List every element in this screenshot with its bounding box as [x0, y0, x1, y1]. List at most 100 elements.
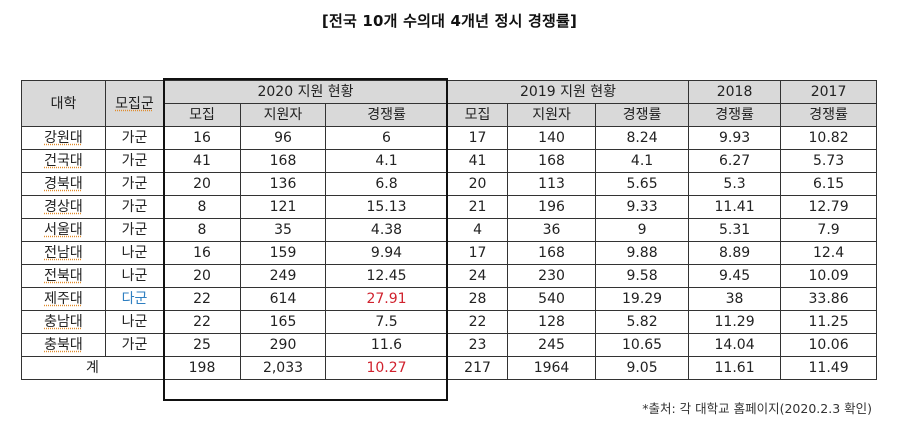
applicants-2019-cell: 128 — [507, 310, 597, 334]
ratio-2018-cell: 11.29 — [688, 310, 782, 334]
table-row: 충남대 나군 22 165 7.5 22 128 5.82 11.29 11.25 — [21, 310, 878, 334]
group-cell: 나군 — [105, 310, 164, 334]
ratio-2020-cell: 4.1 — [324, 149, 449, 173]
header-ratio-2020: 경쟁률 — [324, 103, 449, 127]
header-applicants-2019: 지원자 — [507, 103, 597, 127]
university-cell: 충북대 — [21, 333, 106, 357]
ratio-2018-cell: 9.93 — [688, 126, 782, 150]
header-ratio-2017: 경쟁률 — [780, 103, 878, 127]
table-row: 서울대 가군 8 35 4.38 4 36 9 5.31 7.9 — [21, 218, 878, 242]
applicants-2019-cell: 36 — [507, 218, 597, 242]
applicants-2019-cell: 168 — [507, 149, 597, 173]
university-cell: 전남대 — [21, 241, 106, 265]
recruit-2020-cell: 16 — [163, 126, 241, 150]
applicants-2019-cell: 113 — [507, 172, 597, 196]
applicants-2020-cell: 136 — [240, 172, 326, 196]
applicants-2019-cell: 168 — [507, 241, 597, 265]
header-2019: 2019 지원 현황 — [447, 80, 690, 104]
university-cell: 충남대 — [21, 310, 106, 334]
header-recruit-2019: 모집 — [447, 103, 509, 127]
recruit-2019-cell: 4 — [447, 218, 509, 242]
total-ratio-2018: 11.61 — [688, 356, 782, 380]
ratio-2019-cell: 5.82 — [595, 310, 690, 334]
recruit-2020-cell: 41 — [163, 149, 241, 173]
applicants-2019-cell: 140 — [507, 126, 597, 150]
header-2018: 2018 — [688, 80, 782, 104]
total-applicants-2020: 2,033 — [240, 356, 326, 380]
ratio-2018-cell: 14.04 — [688, 333, 782, 357]
ratio-2017-cell: 5.73 — [780, 149, 878, 173]
ratio-2018-cell: 5.3 — [688, 172, 782, 196]
ratio-2019-cell: 9.88 — [595, 241, 690, 265]
table-row: 경북대 가군 20 136 6.8 20 113 5.65 5.3 6.15 — [21, 172, 878, 196]
ratio-2019-cell: 9.58 — [595, 264, 690, 288]
table-row: 건국대 가군 41 168 4.1 41 168 4.1 6.27 5.73 — [21, 149, 878, 173]
ratio-2020-cell: 7.5 — [324, 310, 449, 334]
university-cell: 건국대 — [21, 149, 106, 173]
header-2020: 2020 지원 현황 — [162, 80, 449, 104]
university-cell: 서울대 — [21, 218, 106, 242]
applicants-2020-cell: 165 — [240, 310, 326, 334]
recruit-2019-cell: 22 — [447, 310, 509, 334]
recruit-2019-cell: 24 — [447, 264, 509, 288]
ratio-2019-cell: 9 — [595, 218, 690, 242]
header-recruit-2020: 모집 — [163, 103, 241, 127]
recruit-2020-cell: 8 — [163, 218, 241, 242]
recruit-2019-cell: 20 — [447, 172, 509, 196]
ratio-2020-cell: 6.8 — [324, 172, 449, 196]
group-cell: 나군 — [105, 264, 164, 288]
header-row-2: 모집 지원자 경쟁률 모집 지원자 경쟁률 경쟁률 경쟁률 — [22, 103, 878, 127]
applicants-2019-cell: 540 — [507, 287, 597, 311]
recruit-2020-cell: 20 — [163, 264, 241, 288]
applicants-2019-cell: 245 — [507, 333, 597, 357]
ratio-2018-cell: 9.45 — [688, 264, 782, 288]
header-row-1: 대학 모집군 2020 지원 현황 2019 지원 현황 2018 2017 — [21, 80, 878, 127]
group-cell: 가군 — [105, 149, 164, 173]
applicants-2020-cell: 96 — [240, 126, 326, 150]
table-row: 강원대 가군 16 96 6 17 140 8.24 9.93 10.82 — [21, 126, 878, 150]
university-cell: 전북대 — [21, 264, 106, 288]
recruit-2020-cell: 22 — [163, 287, 241, 311]
recruit-2019-cell: 41 — [447, 149, 509, 173]
recruit-2020-cell: 20 — [163, 172, 241, 196]
applicants-2020-cell: 35 — [240, 218, 326, 242]
recruit-2019-cell: 17 — [447, 126, 509, 150]
university-cell: 제주대 — [21, 287, 106, 311]
ratio-2020-cell: 27.91 — [324, 287, 449, 311]
recruit-2020-cell: 16 — [163, 241, 241, 265]
total-label: 계 — [21, 356, 164, 380]
group-cell: 가군 — [105, 172, 164, 196]
recruit-2019-cell: 23 — [447, 333, 509, 357]
recruit-2020-cell: 8 — [163, 195, 241, 219]
header-group: 모집군 — [105, 80, 164, 127]
university-cell: 강원대 — [21, 126, 106, 150]
ratio-2018-cell: 8.89 — [688, 241, 782, 265]
ratio-2019-cell: 8.24 — [595, 126, 690, 150]
ratio-2018-cell: 11.41 — [688, 195, 782, 219]
header-ratio-2019: 경쟁률 — [595, 103, 690, 127]
ratio-2020-cell: 12.45 — [324, 264, 449, 288]
applicants-2020-cell: 159 — [240, 241, 326, 265]
group-cell: 나군 — [105, 241, 164, 265]
ratio-2019-cell: 10.65 — [595, 333, 690, 357]
ratio-2017-cell: 10.09 — [780, 264, 878, 288]
ratio-2020-cell: 9.94 — [324, 241, 449, 265]
ratio-2017-cell: 11.25 — [780, 310, 878, 334]
applicants-2019-cell: 230 — [507, 264, 597, 288]
ratio-2017-cell: 7.9 — [780, 218, 878, 242]
recruit-2020-cell: 25 — [163, 333, 241, 357]
total-recruit-2020: 198 — [163, 356, 241, 380]
header-university: 대학 — [21, 80, 106, 127]
table-row: 제주대 다군 22 614 27.91 28 540 19.29 38 33.86 — [21, 287, 878, 311]
ratio-2020-cell: 4.38 — [324, 218, 449, 242]
ratio-2020-cell: 6 — [324, 126, 449, 150]
total-ratio-2020: 10.27 — [324, 356, 449, 380]
group-cell: 가군 — [105, 195, 164, 219]
table-row: 충북대 가군 25 290 11.6 23 245 10.65 14.04 10.06 — [21, 333, 878, 357]
total-row: 계 198 2,033 10.27 217 1964 9.05 11.61 11… — [21, 356, 878, 380]
ratio-2018-cell: 38 — [688, 287, 782, 311]
table-row: 전남대 나군 16 159 9.94 17 168 9.88 8.89 12.4 — [21, 241, 878, 265]
header-applicants-2020: 지원자 — [240, 103, 326, 127]
applicants-2019-cell: 196 — [507, 195, 597, 219]
source-note: *출처: 각 대학교 홈페이지(2020.2.3 확인) — [642, 401, 872, 416]
